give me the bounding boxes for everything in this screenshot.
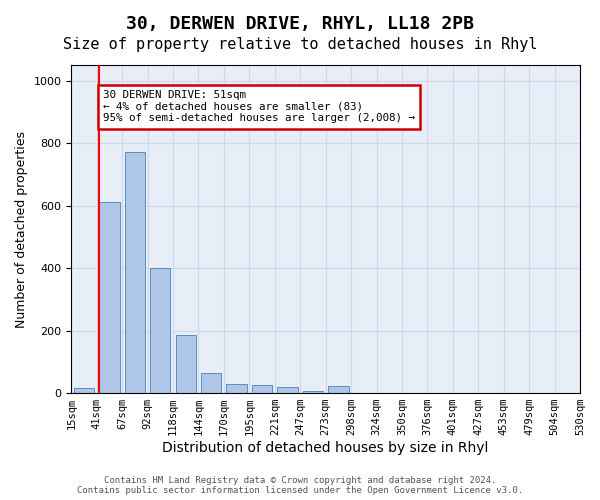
Bar [226,384,247,393]
Text: Contains HM Land Registry data © Crown copyright and database right 2024.
Contai: Contains HM Land Registry data © Crown c… [77,476,523,495]
Bar [99,202,119,393]
Bar [328,386,349,393]
Y-axis label: Number of detached properties: Number of detached properties [15,130,28,328]
Bar [201,373,221,393]
Bar [176,336,196,393]
Bar [303,390,323,393]
Bar [150,268,170,393]
Text: 30, DERWEN DRIVE, RHYL, LL18 2PB: 30, DERWEN DRIVE, RHYL, LL18 2PB [126,15,474,33]
Text: Size of property relative to detached houses in Rhyl: Size of property relative to detached ho… [63,38,537,52]
Bar [125,152,145,393]
Text: 30 DERWEN DRIVE: 51sqm
← 4% of detached houses are smaller (83)
95% of semi-deta: 30 DERWEN DRIVE: 51sqm ← 4% of detached … [103,90,415,123]
Bar [74,388,94,393]
Bar [277,387,298,393]
X-axis label: Distribution of detached houses by size in Rhyl: Distribution of detached houses by size … [163,441,489,455]
Bar [252,384,272,393]
